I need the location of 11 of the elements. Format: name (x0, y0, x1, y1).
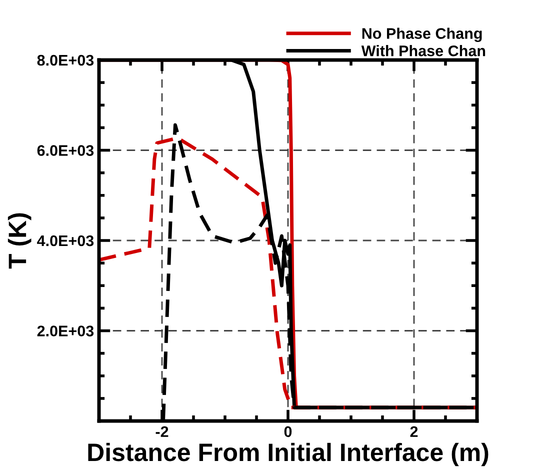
x-axis-title: Distance From Initial Interface (m) (88, 442, 488, 466)
y-axis-title: T (K) (8, 213, 32, 269)
x-tick-label: 2 (410, 426, 418, 437)
y-tick-label: 8.0E+03 (37, 54, 94, 66)
legend-label: No Phase Chang (362, 28, 482, 42)
legend-label: With Phase Chan (361, 45, 486, 56)
y-tick-label: 4.0E+03 (37, 235, 94, 246)
y-tick-label: 2.0E+03 (37, 326, 94, 336)
x-tick-label: 0 (284, 426, 292, 438)
y-tick-label: 6.0E+03 (37, 145, 94, 156)
x-tick-label: -2 (156, 426, 168, 437)
